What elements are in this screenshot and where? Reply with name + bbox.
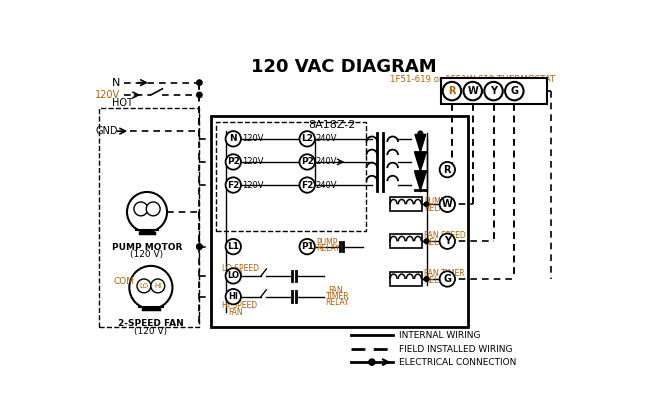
Text: FAN SPEED: FAN SPEED xyxy=(424,230,466,240)
Bar xyxy=(389,197,422,211)
Circle shape xyxy=(134,202,148,216)
Text: L2: L2 xyxy=(302,134,313,143)
Circle shape xyxy=(464,82,482,100)
Bar xyxy=(211,116,468,328)
Text: Y: Y xyxy=(444,236,451,246)
Text: HI: HI xyxy=(228,292,239,301)
Text: TIMER: TIMER xyxy=(326,292,349,301)
Circle shape xyxy=(197,92,202,98)
Circle shape xyxy=(440,233,455,249)
Polygon shape xyxy=(415,154,425,171)
Circle shape xyxy=(484,82,502,100)
Text: 240V: 240V xyxy=(316,181,337,189)
Text: FIELD INSTALLED WIRING: FIELD INSTALLED WIRING xyxy=(399,344,513,354)
Text: P1: P1 xyxy=(301,242,314,251)
Circle shape xyxy=(369,359,375,365)
Text: W: W xyxy=(442,199,453,209)
Text: 120V: 120V xyxy=(242,181,263,189)
Text: FAN TIMER: FAN TIMER xyxy=(424,269,465,278)
Text: HOT: HOT xyxy=(113,98,133,108)
Text: COM: COM xyxy=(114,277,135,286)
Circle shape xyxy=(299,131,315,147)
Circle shape xyxy=(226,289,241,304)
Circle shape xyxy=(226,239,241,254)
Circle shape xyxy=(197,244,202,249)
Circle shape xyxy=(226,131,241,147)
Text: HI SPEED: HI SPEED xyxy=(222,301,257,310)
Text: RELAY: RELAY xyxy=(424,276,448,285)
Bar xyxy=(389,234,422,248)
Polygon shape xyxy=(415,173,425,190)
Text: RELAY: RELAY xyxy=(316,244,340,253)
Circle shape xyxy=(226,268,241,284)
Text: 1F51-619 or 1F51W-619 THERMOSTAT: 1F51-619 or 1F51W-619 THERMOSTAT xyxy=(389,75,555,84)
Text: LO: LO xyxy=(139,283,149,289)
Text: 8A18Z-2: 8A18Z-2 xyxy=(308,119,356,129)
Circle shape xyxy=(418,131,423,136)
Circle shape xyxy=(440,162,455,177)
Text: G: G xyxy=(511,86,519,96)
Circle shape xyxy=(424,202,429,207)
Text: W: W xyxy=(468,86,478,96)
Circle shape xyxy=(440,197,455,212)
Text: F2: F2 xyxy=(227,181,239,189)
Text: FAN: FAN xyxy=(228,270,243,279)
Circle shape xyxy=(299,239,315,254)
Text: PUMP MOTOR: PUMP MOTOR xyxy=(112,243,182,252)
Circle shape xyxy=(146,202,160,216)
Circle shape xyxy=(197,244,202,249)
Text: 2-SPEED FAN: 2-SPEED FAN xyxy=(118,319,184,328)
Text: F2: F2 xyxy=(301,181,314,189)
Circle shape xyxy=(226,154,241,170)
Text: RELAY: RELAY xyxy=(424,238,448,247)
Text: ELECTRICAL CONNECTION: ELECTRICAL CONNECTION xyxy=(399,358,516,367)
Circle shape xyxy=(127,192,167,232)
Circle shape xyxy=(424,239,429,243)
Text: PUMP: PUMP xyxy=(316,238,338,246)
Text: Y: Y xyxy=(490,86,497,96)
Circle shape xyxy=(505,82,523,100)
Text: R: R xyxy=(448,86,456,96)
Text: (120 V): (120 V) xyxy=(131,251,163,259)
Circle shape xyxy=(424,277,429,281)
Text: INTERNAL WIRING: INTERNAL WIRING xyxy=(399,331,480,340)
Text: PUMP: PUMP xyxy=(424,197,446,206)
Text: R: R xyxy=(444,165,451,175)
Circle shape xyxy=(151,279,165,293)
Circle shape xyxy=(299,154,315,170)
Text: RELAY: RELAY xyxy=(424,204,448,212)
Bar xyxy=(99,108,200,328)
Circle shape xyxy=(440,271,455,287)
Bar xyxy=(389,272,422,286)
Circle shape xyxy=(129,266,172,309)
Text: HI: HI xyxy=(154,283,161,289)
Text: 120V: 120V xyxy=(242,134,263,143)
Text: L1: L1 xyxy=(227,242,239,251)
Text: 240V: 240V xyxy=(316,158,337,166)
Circle shape xyxy=(299,177,315,193)
Text: RELAY: RELAY xyxy=(326,298,350,308)
Circle shape xyxy=(226,177,241,193)
Text: LO: LO xyxy=(227,272,239,280)
Text: LO SPEED: LO SPEED xyxy=(222,264,259,273)
Text: N: N xyxy=(113,78,121,88)
Circle shape xyxy=(137,279,151,293)
Text: 120V: 120V xyxy=(242,158,263,166)
Text: (120 V): (120 V) xyxy=(134,327,168,336)
Text: N: N xyxy=(229,134,237,143)
Text: FAN: FAN xyxy=(228,308,243,317)
Text: P2: P2 xyxy=(227,158,240,166)
Polygon shape xyxy=(415,134,425,152)
Text: GND: GND xyxy=(95,126,118,136)
Text: 120 VAC DIAGRAM: 120 VAC DIAGRAM xyxy=(251,58,436,76)
Bar xyxy=(216,122,366,231)
Text: P2: P2 xyxy=(301,158,314,166)
Circle shape xyxy=(443,82,461,100)
Bar xyxy=(441,78,547,104)
Text: 240V: 240V xyxy=(316,134,337,143)
Text: G: G xyxy=(444,274,452,284)
Circle shape xyxy=(197,80,202,85)
Text: FAN: FAN xyxy=(328,286,342,295)
Text: 120V: 120V xyxy=(95,90,121,100)
